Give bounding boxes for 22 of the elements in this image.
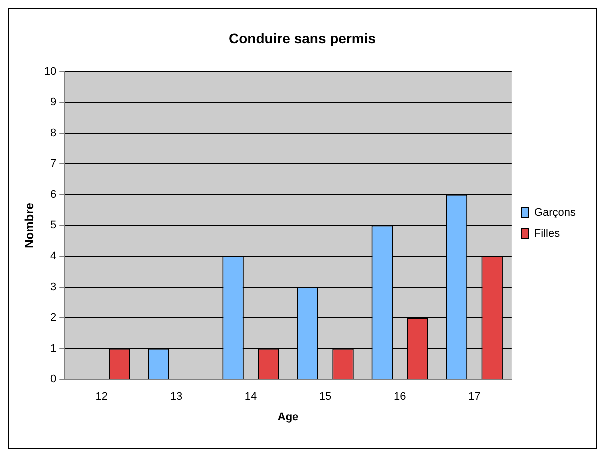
x-tick-label: 12 — [96, 391, 108, 404]
y-tick-label: 0 — [50, 374, 57, 386]
legend-label: Garçons — [534, 207, 576, 220]
y-tick-label: 1 — [50, 342, 57, 355]
x-tick-label: 13 — [170, 391, 183, 404]
chart-title: Conduire sans permis — [228, 30, 376, 46]
x-tick-label: 17 — [468, 391, 481, 404]
y-tick-label: 8 — [50, 127, 57, 140]
y-tick-label: 2 — [50, 312, 57, 324]
y-tick-label: 5 — [50, 220, 57, 232]
x-tick-label: 15 — [319, 391, 332, 404]
x-tick-label: 14 — [244, 391, 258, 404]
y-tick-label: 4 — [50, 250, 57, 263]
y-axis-title: Nombre — [22, 202, 37, 248]
x-tick-label: 16 — [394, 391, 406, 404]
y-tick-label: 10 — [44, 66, 57, 78]
x-axis-title: Age — [278, 411, 299, 424]
y-tick-label: 6 — [50, 188, 57, 201]
y-tick-label: 3 — [50, 281, 57, 294]
y-tick-label: 9 — [50, 96, 57, 109]
y-tick-label: 7 — [50, 158, 57, 170]
legend-label: Filles — [534, 228, 561, 240]
